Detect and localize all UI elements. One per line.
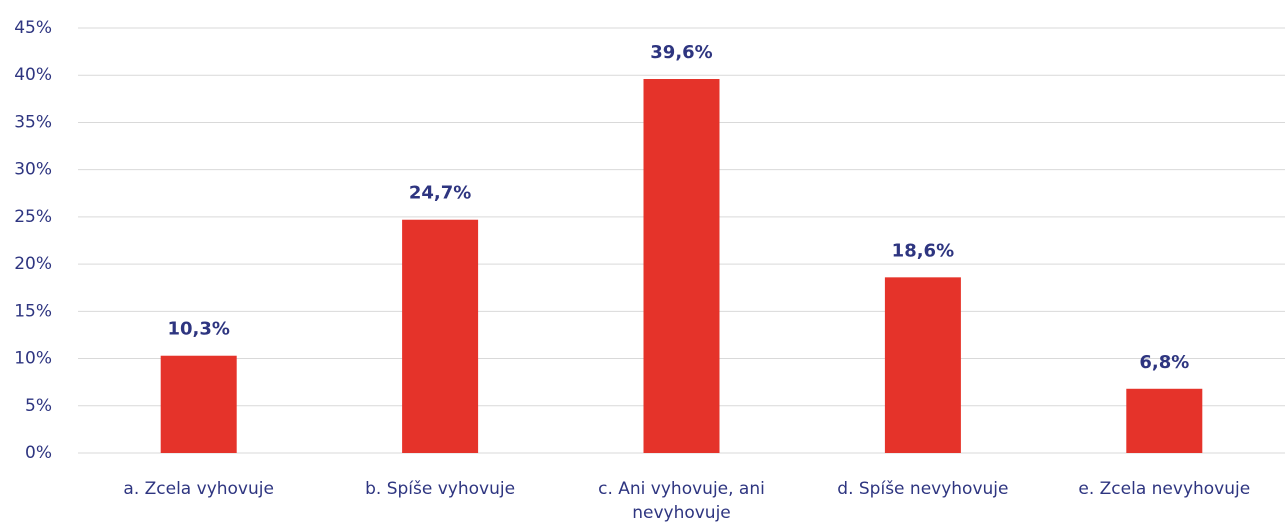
x-tick-label: d. Spíše nevyhovuje [837, 479, 1009, 499]
x-tick-label: e. Zcela nevyhovuje [1078, 479, 1251, 499]
x-tick-label: a. Zcela vyhovuje [123, 479, 274, 499]
bar [160, 355, 237, 453]
bar [643, 79, 720, 453]
bar [1126, 388, 1203, 453]
y-tick-label: 15% [14, 301, 52, 321]
value-label: 10,3% [167, 319, 229, 340]
y-tick-label: 25% [14, 207, 52, 227]
y-tick-label: 40% [14, 65, 52, 85]
x-tick-label: c. Ani vyhovuje, ani nevyhovuje [598, 479, 765, 523]
y-tick-label: 45% [14, 18, 52, 38]
value-label: 18,6% [892, 240, 954, 261]
y-tick-label: 10% [14, 349, 52, 369]
y-tick-label: 35% [14, 112, 52, 132]
y-tick-label: 20% [14, 254, 52, 274]
y-tick-label: 30% [14, 160, 52, 180]
x-tick-label: b. Spíše vyhovuje [365, 479, 516, 499]
y-tick-label: 5% [25, 396, 52, 416]
value-label: 24,7% [409, 183, 471, 204]
value-label: 6,8% [1139, 352, 1189, 373]
y-tick-label: 0% [25, 443, 52, 463]
bar [402, 219, 479, 453]
value-label: 39,6% [650, 42, 712, 63]
bar [884, 277, 961, 453]
